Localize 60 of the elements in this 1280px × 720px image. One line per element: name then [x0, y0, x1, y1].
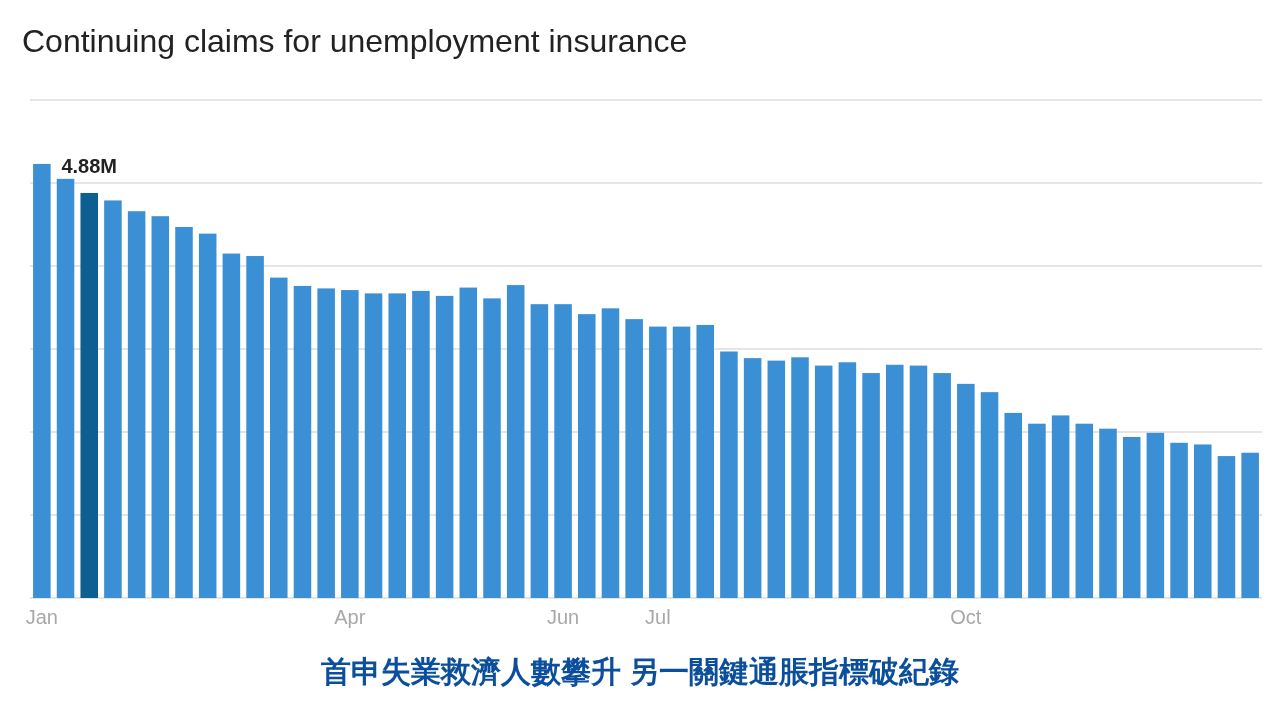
chart-title: Continuing claims for unemployment insurance	[22, 23, 688, 59]
x-tick-label: Jun	[546, 606, 580, 628]
bar	[412, 290, 430, 598]
bar	[198, 233, 217, 598]
bar	[341, 290, 359, 598]
bar	[127, 211, 146, 598]
bar	[56, 178, 75, 598]
bar	[814, 365, 833, 598]
bar	[554, 304, 572, 598]
x-tick-label: Jan	[25, 606, 58, 628]
bar	[980, 392, 999, 598]
bar	[791, 357, 809, 598]
x-tick-label: Jul	[645, 606, 671, 628]
bar	[957, 383, 975, 598]
bar	[720, 351, 738, 598]
bar	[530, 304, 549, 598]
bar	[317, 288, 335, 598]
bar	[364, 293, 383, 598]
bar	[601, 308, 620, 598]
bar	[767, 360, 786, 598]
bar	[222, 253, 241, 598]
bar	[625, 319, 643, 598]
bar	[175, 226, 193, 598]
bar	[862, 373, 880, 598]
bar	[104, 200, 122, 598]
bar	[80, 192, 98, 598]
bar	[672, 326, 691, 598]
bar	[1122, 436, 1141, 598]
bar	[578, 314, 596, 598]
bar	[388, 293, 406, 598]
data-label: 4.88M	[61, 154, 118, 177]
bar	[1146, 432, 1165, 598]
bar	[933, 373, 951, 598]
bar	[1194, 444, 1212, 598]
x-tick-label: Oct	[950, 606, 982, 628]
bar	[151, 216, 170, 598]
bar	[696, 324, 714, 598]
bar	[483, 298, 501, 598]
bar	[1075, 423, 1094, 598]
text: 首申失業救濟人數攀升 另一關鍵通脹指標破紀錄	[320, 655, 960, 688]
bar	[886, 364, 904, 598]
bar	[838, 362, 857, 598]
bar	[293, 285, 312, 598]
bar	[1028, 423, 1046, 598]
bar	[270, 277, 288, 598]
bar	[506, 285, 525, 598]
x-tick-label: Apr	[334, 606, 366, 628]
bar	[1004, 412, 1022, 598]
bar	[1241, 452, 1259, 598]
bar	[1217, 456, 1236, 598]
bar	[435, 295, 454, 598]
bar	[1099, 428, 1117, 598]
bar	[246, 256, 264, 598]
bar	[649, 326, 667, 598]
bar	[909, 365, 928, 598]
bar	[33, 163, 51, 598]
bar	[1051, 415, 1070, 598]
bar	[459, 287, 478, 598]
bar	[743, 358, 762, 598]
bar	[1170, 442, 1188, 598]
